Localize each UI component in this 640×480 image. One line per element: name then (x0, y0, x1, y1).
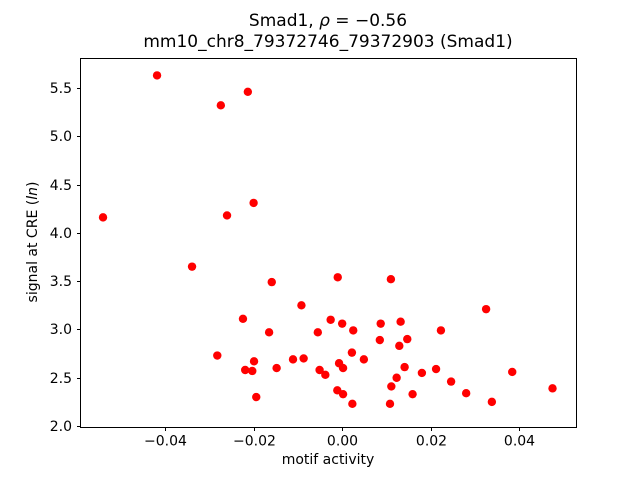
axes-frame (80, 58, 577, 428)
data-point (315, 365, 324, 375)
plot-title: Smad1, ρ = −0.56 (16, 11, 640, 32)
y-tick-label: 4.0 (50, 226, 72, 242)
x-axis-label: motif activity (281, 452, 375, 468)
y-tick-label: 5.5 (50, 81, 72, 97)
data-point (222, 211, 232, 220)
data-point (375, 335, 385, 345)
data-point (347, 348, 357, 357)
data-point (288, 355, 298, 364)
y-tick-label: 2.0 (50, 419, 72, 435)
y-axis-label: signal at CRE (ln) (25, 182, 41, 303)
data-point (248, 366, 257, 376)
data-point (481, 304, 491, 314)
data-point (267, 277, 276, 287)
data-point (400, 362, 409, 372)
data-point (326, 315, 335, 324)
data-point (299, 354, 308, 363)
data-point (313, 328, 323, 337)
data-point (385, 399, 395, 409)
data-point (98, 213, 108, 222)
data-point (333, 273, 342, 282)
plot-title-block: Smad1, ρ = −0.56 mm10_chr8_79372746_7937… (16, 11, 640, 53)
data-point (508, 367, 517, 377)
y-axis-label-italic: ln (25, 187, 41, 200)
x-tick-label: 0.00 (327, 434, 358, 450)
data-point (396, 317, 405, 326)
data-point (417, 368, 427, 378)
data-point (249, 357, 259, 366)
data-point (187, 262, 197, 271)
data-point (264, 328, 274, 337)
data-point (321, 370, 330, 380)
data-point (461, 388, 471, 398)
plot-subtitle: mm10_chr8_79372746_79372903 (Smad1) (143, 32, 513, 52)
rho-symbol: ρ (319, 11, 330, 31)
x-tick-label: −0.04 (144, 434, 187, 450)
x-tick-label: −0.02 (233, 434, 276, 450)
data-point (240, 365, 250, 375)
plot-title-suffix: = −0.56 (329, 11, 408, 31)
x-tick-label: 0.04 (504, 434, 535, 450)
data-point (252, 392, 261, 402)
data-point (408, 389, 417, 399)
data-point (238, 314, 248, 324)
data-point (395, 341, 404, 351)
data-point (386, 275, 396, 284)
data-point (348, 399, 357, 409)
data-point (243, 87, 253, 97)
data-point (213, 351, 222, 360)
data-point (349, 326, 358, 335)
data-point (431, 364, 441, 374)
data-point (337, 319, 347, 328)
y-tick-label: 3.0 (50, 322, 72, 338)
data-point (338, 363, 348, 373)
data-point (436, 326, 446, 335)
data-point (387, 382, 396, 391)
y-axis-label-suffix: ) (25, 181, 41, 188)
data-point (216, 101, 226, 110)
data-point (446, 377, 456, 386)
data-point (359, 355, 369, 364)
y-tick-label: 4.5 (50, 178, 72, 194)
plot-title-prefix: Smad1, (248, 11, 320, 31)
data-point (272, 363, 281, 373)
y-axis-label-prefix: signal at CRE ( (25, 199, 41, 303)
data-point (548, 384, 557, 393)
data-point (338, 389, 348, 399)
data-point (392, 373, 401, 382)
data-point (376, 319, 385, 328)
y-tick-label: 3.5 (50, 274, 72, 290)
y-tick-label: 5.0 (50, 129, 72, 145)
data-point (403, 334, 412, 344)
data-point (487, 397, 497, 407)
x-tick-label: 0.02 (416, 434, 447, 450)
data-point (297, 301, 306, 310)
data-point (249, 198, 258, 208)
y-tick-label: 2.5 (50, 371, 72, 387)
data-point (152, 71, 162, 80)
